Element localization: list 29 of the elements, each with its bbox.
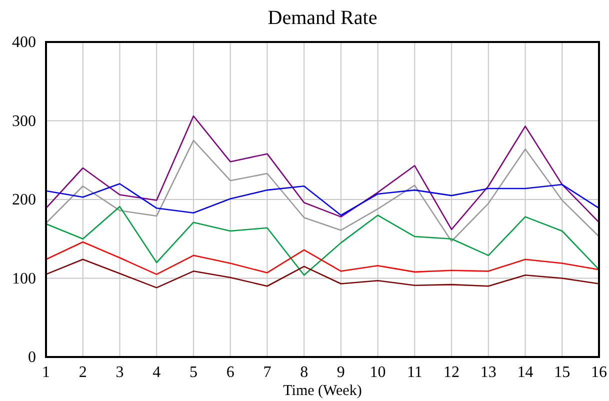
- x-tick-label: 9: [336, 364, 345, 381]
- x-tick-label: 5: [189, 364, 198, 381]
- x-tick-label: 7: [263, 364, 272, 381]
- x-tick-label: 4: [152, 364, 161, 381]
- x-tick-label: 8: [300, 364, 308, 381]
- x-tick-label: 11: [406, 364, 422, 381]
- x-tick-label: 12: [444, 364, 460, 381]
- x-tick-label: 3: [116, 364, 124, 381]
- line-series: [45, 206, 600, 276]
- x-tick-label: 1: [42, 364, 50, 381]
- y-tick-label: 400: [12, 34, 36, 51]
- line-series: [45, 183, 600, 216]
- line-series: [45, 258, 600, 288]
- x-tick-label: 15: [554, 364, 570, 381]
- x-tick-label: 16: [591, 364, 607, 381]
- y-tick-label: 0: [28, 349, 36, 366]
- y-tick-label: 300: [12, 112, 36, 130]
- chart-title: Demand Rate: [268, 7, 378, 29]
- x-axis-title: Time (Week): [283, 383, 362, 399]
- y-tick-label: 200: [12, 192, 36, 208]
- x-tick-label: 13: [480, 364, 496, 381]
- x-tick-label: 14: [517, 364, 534, 381]
- line-series: [45, 115, 600, 230]
- x-tick-label: 10: [370, 364, 386, 381]
- y-tick-label: 100: [12, 270, 36, 288]
- x-tick-label: 2: [78, 364, 87, 381]
- x-tick-label: 6: [226, 364, 234, 381]
- line-series: [45, 140, 600, 242]
- line-series: [45, 241, 600, 275]
